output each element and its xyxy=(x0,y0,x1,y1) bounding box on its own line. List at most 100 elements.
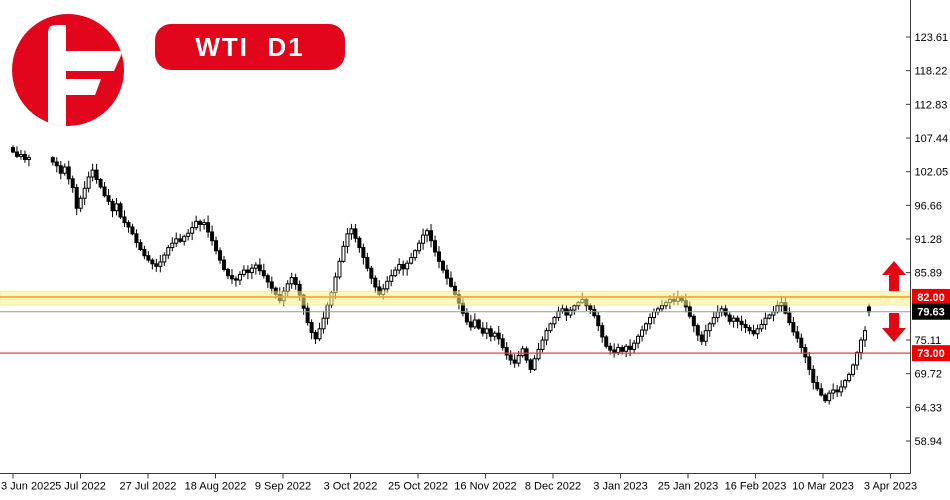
candle-bearish xyxy=(433,240,438,253)
candle-bearish xyxy=(313,332,318,340)
candle-bullish xyxy=(162,254,167,263)
candle-bearish xyxy=(791,322,796,333)
candle-bearish xyxy=(94,169,99,180)
candle-bearish xyxy=(146,255,151,261)
candle-bullish xyxy=(249,267,254,274)
candle-bullish xyxy=(341,245,346,262)
price-tick-label: 58.94 xyxy=(915,436,943,448)
candle-bullish xyxy=(863,330,868,341)
down-arrow[interactable] xyxy=(882,313,906,342)
current-price-badge xyxy=(912,303,950,320)
candle-bearish xyxy=(257,264,262,272)
support-price-badge xyxy=(912,345,950,362)
candle-bullish xyxy=(405,262,410,270)
candle-bullish xyxy=(855,352,860,366)
candle-bearish xyxy=(198,220,203,225)
candle-bullish xyxy=(703,330,708,342)
candle-bullish xyxy=(317,328,322,340)
candle-bearish xyxy=(214,240,219,252)
broker-logo-mark xyxy=(12,14,124,126)
candle-bearish xyxy=(50,157,55,163)
candle-bullish xyxy=(516,355,521,364)
candle-bearish xyxy=(444,269,449,279)
candle-bearish xyxy=(353,228,358,239)
candle-bearish xyxy=(480,327,485,334)
symbol-timeframe-label: WTI D1 xyxy=(195,31,305,62)
date-tick-label: 8 Dec 2022 xyxy=(525,481,581,493)
candle-bullish xyxy=(389,275,394,282)
candle-bearish xyxy=(218,250,223,261)
candle-bearish xyxy=(142,248,147,257)
candle-bearish xyxy=(126,222,131,228)
candle-bearish xyxy=(699,334,704,342)
candle-bearish xyxy=(14,151,19,157)
resistance-price-badge-label: 82.00 xyxy=(917,292,945,304)
candles-layer[interactable] xyxy=(11,145,872,405)
candle-bullish xyxy=(767,314,772,319)
candle-bullish xyxy=(731,317,736,322)
candle-bearish xyxy=(695,325,700,336)
candle-bullish xyxy=(520,348,525,357)
price-tick-label: 85.89 xyxy=(915,268,943,280)
date-tick-label: 3 Jan 2023 xyxy=(593,481,647,493)
candle-bearish xyxy=(150,259,155,265)
candle-bearish xyxy=(608,345,613,351)
candle-bearish xyxy=(138,242,143,250)
candle-bullish xyxy=(544,330,549,341)
candle-bullish xyxy=(385,280,390,290)
candle-bearish xyxy=(727,314,732,322)
candle-bullish xyxy=(851,364,856,375)
candle-bullish xyxy=(568,309,573,316)
candle-bearish xyxy=(604,336,609,347)
candle-bullish xyxy=(831,389,836,394)
candle-bullish xyxy=(90,169,95,178)
candle-bearish xyxy=(102,186,107,197)
candle-bearish xyxy=(691,315,696,327)
candle-bearish xyxy=(795,331,800,339)
candle-bearish xyxy=(305,307,310,324)
candle-bullish xyxy=(166,247,171,256)
price-tick-label: 96.66 xyxy=(915,200,943,212)
candle-bullish xyxy=(345,233,350,247)
candle-bearish xyxy=(261,270,266,277)
candle-bearish xyxy=(437,251,442,262)
candle-bullish xyxy=(707,323,712,332)
candle-bearish xyxy=(210,231,215,242)
candle-bullish xyxy=(711,317,716,325)
candle-bullish xyxy=(413,250,418,259)
candle-bearish xyxy=(440,260,445,271)
date-tick-label: 3 Oct 2022 xyxy=(324,481,378,493)
candle-bearish xyxy=(70,178,75,189)
candle-bearish xyxy=(803,347,808,358)
up-arrow[interactable] xyxy=(882,261,906,291)
resistance-zone[interactable] xyxy=(0,290,911,306)
candle-bullish xyxy=(775,305,780,313)
candle-bearish xyxy=(524,348,529,361)
candle-bullish xyxy=(624,345,629,352)
candle-bullish xyxy=(847,373,852,382)
candle-bearish xyxy=(122,216,127,224)
candle-bearish xyxy=(154,263,159,267)
candle-bullish xyxy=(289,277,294,285)
date-tick-label: 3 Apr 2023 xyxy=(864,481,917,493)
candle-bearish xyxy=(596,315,601,327)
candle-bearish xyxy=(369,267,374,279)
candle-bullish xyxy=(170,242,175,249)
candle-bearish xyxy=(600,325,605,338)
candle-bearish xyxy=(751,330,756,335)
candle-bullish xyxy=(715,311,720,319)
candle-bearish xyxy=(429,230,434,242)
candle-bullish xyxy=(572,305,577,311)
candle-bullish xyxy=(241,269,246,275)
candle-bullish xyxy=(859,339,864,354)
candle-bearish xyxy=(588,305,593,310)
candle-bullish xyxy=(397,263,402,271)
price-tick-label: 107.44 xyxy=(915,133,949,145)
candle-bullish xyxy=(349,228,354,235)
candle-bearish xyxy=(468,321,473,328)
candle-bullish xyxy=(839,386,844,393)
candle-bearish xyxy=(739,320,744,325)
candle-bullish xyxy=(26,157,31,161)
